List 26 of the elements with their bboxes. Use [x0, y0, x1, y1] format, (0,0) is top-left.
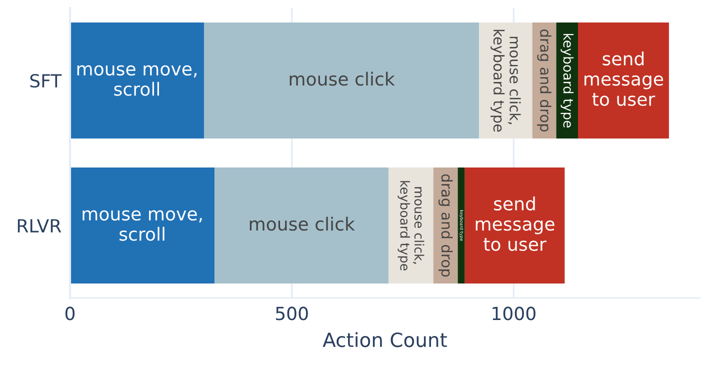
bar	[70, 22, 204, 138]
text: mouse move, scroll	[82, 210, 202, 241]
series-label: drag and drop	[537, 29, 552, 132]
bar	[458, 168, 465, 284]
bar	[214, 168, 389, 284]
series-label: send message to user	[584, 52, 664, 106]
text: send message to user	[476, 196, 554, 251]
bar	[479, 22, 532, 138]
text: mouse click, keyboard type	[398, 181, 424, 270]
text: mouse click	[290, 72, 395, 86]
bar	[204, 22, 480, 138]
bar	[578, 22, 669, 138]
bar	[388, 168, 434, 284]
y-tick-label: SFT	[30, 74, 62, 88]
series-label: mouse click	[250, 216, 355, 231]
bar	[464, 168, 565, 284]
x-tick-label: 500	[276, 306, 308, 320]
series-label: mouse click, keyboard type	[490, 30, 521, 132]
x-axis-title: Action Count	[322, 332, 447, 348]
x-tick-label: 0	[65, 306, 75, 320]
text: keyboard type	[560, 34, 574, 128]
text: drag and drop	[438, 174, 453, 277]
series-label: mouse move, scroll	[77, 65, 196, 96]
bar	[70, 168, 215, 284]
y-tick-label: RLVR	[18, 219, 62, 232]
x-tick-label: 1000	[492, 306, 536, 320]
